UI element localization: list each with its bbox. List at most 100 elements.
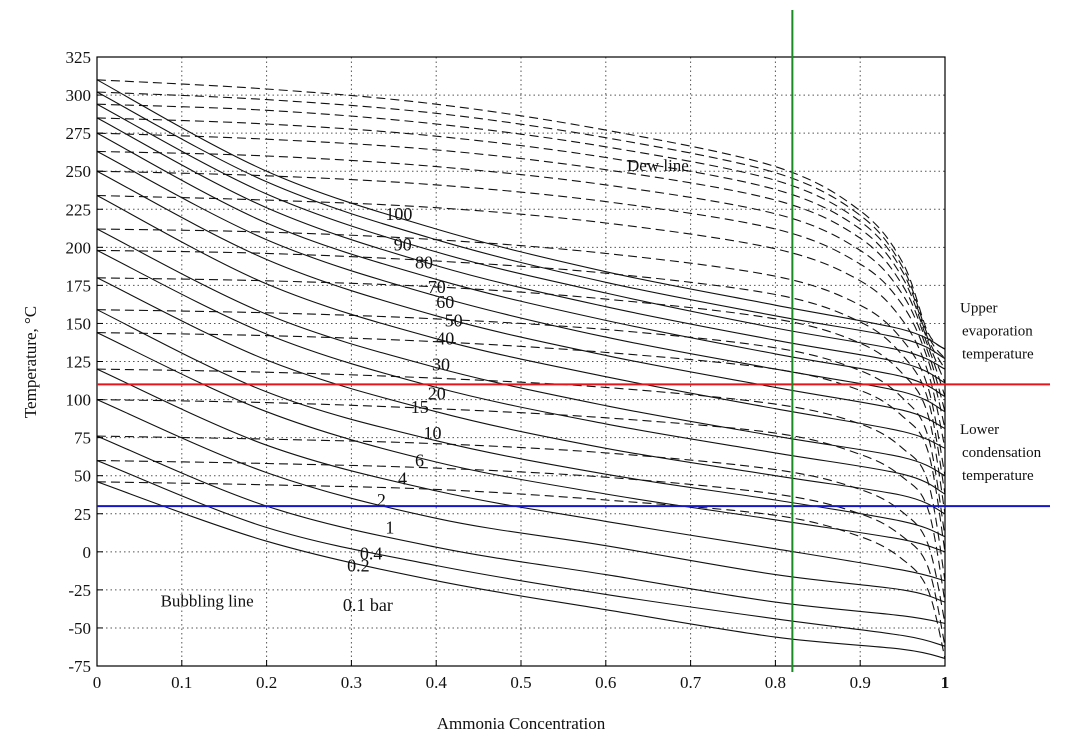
y-tick-label: 200 [66,238,92,257]
pressure-label: 70 [428,277,446,297]
x-tick-label: 0.6 [595,673,616,692]
y-tick-label: 250 [66,162,92,181]
y-tick-label: 275 [66,124,92,143]
x-tick-label: 0 [93,673,102,692]
x-tick-label: 0.4 [426,673,448,692]
x-tick-label: 0.3 [341,673,362,692]
bubble-curve-100-bar [97,79,945,350]
x-tick-label: 0.2 [256,673,277,692]
x-tick-label: 0.5 [510,673,531,692]
pressure-label: 30 [432,355,450,375]
dew-curve-30-bar [97,194,945,449]
pressure-label: 20 [428,383,446,403]
pressure-label: 60 [436,292,454,312]
pressure-label: 2 [377,490,386,510]
y-tick-label: -25 [68,581,91,600]
bubble-curve-10-bar [97,277,945,515]
reference-lines [97,10,1050,672]
bubble-curve-0_1-bar [97,481,945,659]
pressure-label: 4 [398,469,407,489]
bubble-curve-4-bar [97,332,945,553]
annotations: Dew line Bubbling line [161,156,689,610]
dew-curve-0_1-bar [97,481,945,659]
dew-curve-90-bar [97,91,945,359]
dew-curve-15-bar [97,249,945,495]
y-tick-label: 50 [74,467,91,486]
dew-curve-70-bar [97,117,945,384]
bubble-curve-0_2-bar [97,459,945,647]
bubble-curve-15-bar [97,249,945,495]
y-tick-label: -75 [68,657,91,676]
dew-curve-0_4-bar [97,435,945,624]
dew-curve-10-bar [97,277,945,514]
reference-note-line: temperature [962,346,1034,362]
dew-curve-2-bar [97,368,945,581]
axis-ticks: 0 0.1 0.2 0.3 0.4 0.5 0.6 0.7 0.8 0.9 132530027525… [66,48,950,692]
x-tick-label: 1 [941,673,950,692]
y-tick-label: 100 [66,391,92,410]
pressure-label: 50 [445,310,463,330]
dew-curve-100-bar [97,79,945,350]
x-tick-label: 0.7 [680,673,702,692]
bubble-curve-2-bar [97,368,945,582]
x-tick-label: 0.9 [850,673,871,692]
region-annotation: Dew line [627,156,689,175]
pressure-label: 80 [415,253,433,273]
bubble-curve-70-bar [97,117,945,384]
dew-curve-50-bar [97,150,945,412]
y-axis-label: Temperature, °C [21,306,40,418]
bubble-curve-90-bar [97,91,945,359]
y-tick-label: 125 [66,353,92,372]
reference-note-line: condensation [962,445,1042,461]
reference-note-line: Lower [960,422,999,438]
y-tick-label: -50 [68,619,91,638]
x-tick-label: 0.8 [765,673,786,692]
pressure-label: 6 [415,450,424,470]
pressure-label: 0.2 [347,556,370,576]
y-tick-label: 175 [66,276,92,295]
reference-note-line: temperature [962,468,1034,484]
bubble-curve-40-bar [97,170,945,430]
bubble-curve-20-bar [97,228,945,477]
dew-curve-4-bar [97,332,945,552]
pressure-label: 15 [411,397,429,417]
bubble-curve-60-bar [97,132,945,397]
bubble-curve-0_4-bar [97,435,945,624]
grid [97,57,945,666]
y-tick-label: 25 [74,505,91,524]
reference-notes: Upper evaporation temperature Lower condensa… [960,300,1042,484]
region-annotation: Bubbling line [161,592,254,611]
bubble-curve-30-bar [97,195,945,449]
dew-curve-20-bar [97,228,945,476]
dew-curve-6-bar [97,309,945,537]
dew-curve-60-bar [97,132,945,397]
pressure-label: 90 [394,234,412,254]
reference-note-line: evaporation [962,323,1033,339]
y-tick-label: 150 [66,314,92,333]
x-tick-label: 0.1 [171,673,192,692]
pressure-label: 0.4 [360,543,383,563]
y-tick-label: 325 [66,48,92,67]
dew-curve-80-bar [97,103,945,370]
curves [97,79,945,659]
pressure-label: 10 [423,423,441,443]
x-axis-label: Ammonia Concentration [437,714,606,733]
y-tick-label: 300 [66,86,92,105]
pressure-label: 1 [385,517,394,537]
pressure-label: 40 [436,329,454,349]
dew-curve-40-bar [97,170,945,429]
bubble-curve-6-bar [97,309,945,538]
y-tick-label: 75 [74,429,91,448]
y-tick-label: 225 [66,200,92,219]
dew-curve-0_2-bar [97,459,945,647]
bubble-curve-80-bar [97,103,945,370]
pressure-label: 0.1 bar [343,595,393,615]
pressure-label: 100 [385,204,412,224]
bubble-curve-1-bar [97,399,945,603]
bubble-curve-50-bar [97,150,945,413]
y-tick-label: 0 [83,543,92,562]
dew-curve-1-bar [97,399,945,603]
reference-note-line: Upper [960,300,998,316]
